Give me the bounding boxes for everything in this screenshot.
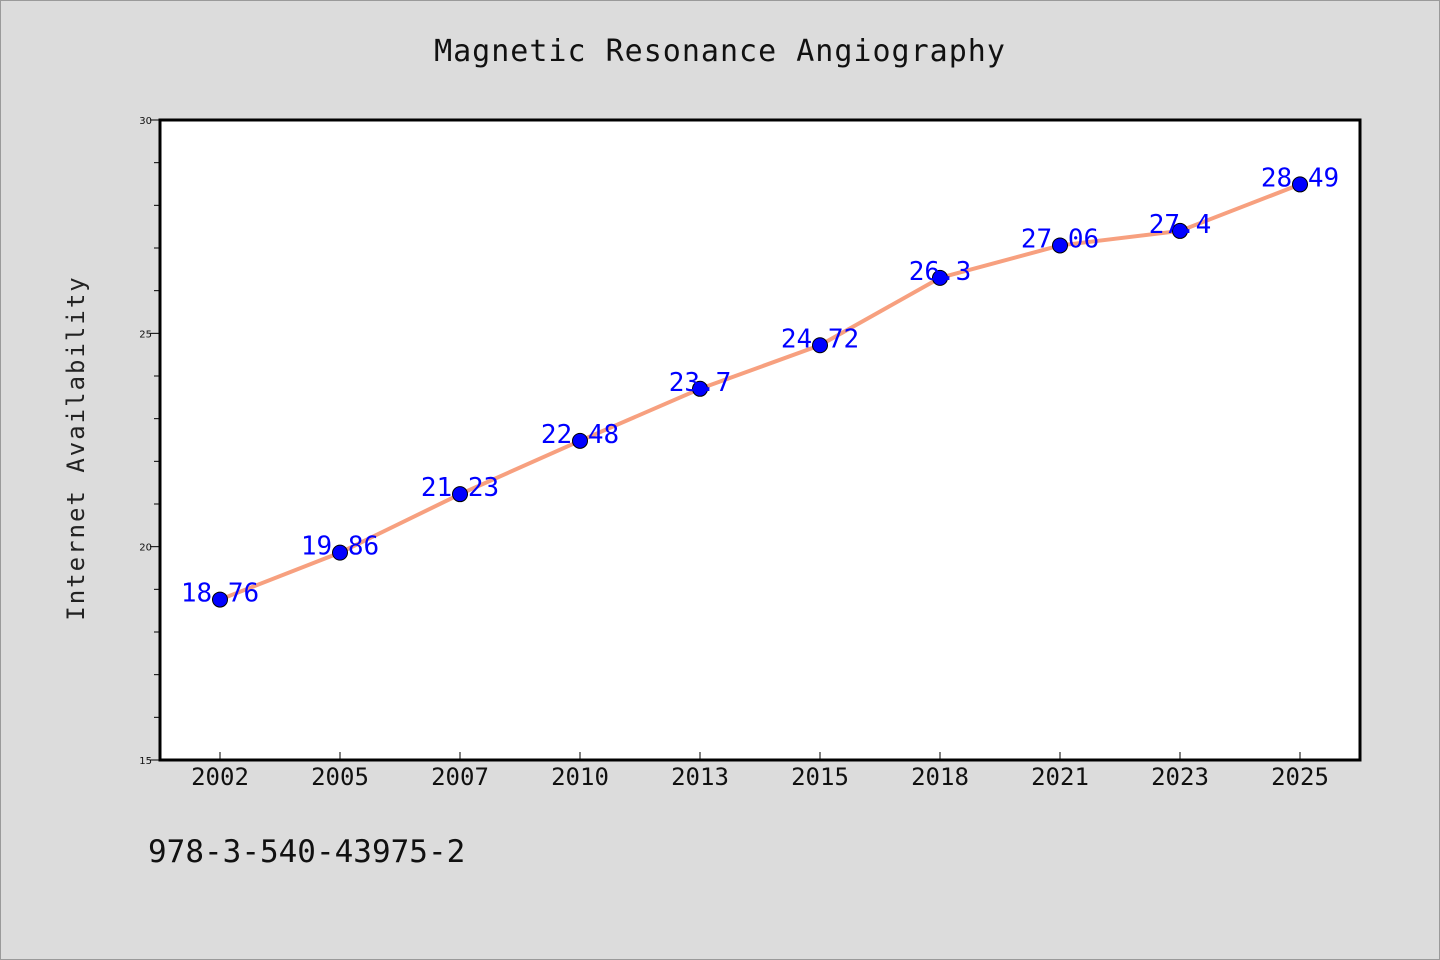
x-tick-label: 2025 xyxy=(1271,763,1329,791)
chart-title: Magnetic Resonance Angiography xyxy=(434,34,1006,69)
data-label: 19.86 xyxy=(301,532,379,562)
data-point xyxy=(332,544,348,561)
data-point xyxy=(812,337,828,354)
data-point xyxy=(1052,237,1068,254)
y-tick-label: 20 xyxy=(139,543,152,554)
footer-code: 978-3-540-43975-2 xyxy=(148,834,466,870)
data-label: 27.06 xyxy=(1021,224,1099,254)
x-tick-label: 2021 xyxy=(1031,763,1089,791)
data-label: 26.3 xyxy=(909,257,972,287)
data-point xyxy=(692,380,708,397)
data-point xyxy=(1292,176,1308,193)
x-tick-label: 2002 xyxy=(191,763,249,791)
data-label: 27.4 xyxy=(1149,210,1212,240)
data-point xyxy=(212,591,228,608)
x-tick-label: 2013 xyxy=(671,763,729,791)
y-tick-label: 30 xyxy=(139,116,152,127)
x-tick-label: 2010 xyxy=(551,763,609,791)
x-axis-ticks: 2002 2005 2007 2010 2013 2015 2018 2021 2023 2025 xyxy=(191,752,1329,791)
data-label: 28.49 xyxy=(1261,163,1339,193)
x-tick-label: 2007 xyxy=(431,763,489,791)
y-tick-label: 25 xyxy=(139,329,152,340)
data-point xyxy=(572,432,588,449)
y-tick-label: 15 xyxy=(139,756,152,767)
data-label: 18.76 xyxy=(181,579,259,609)
data-label: 24.72 xyxy=(781,324,859,354)
x-tick-label: 2005 xyxy=(311,763,369,791)
data-point xyxy=(1172,222,1188,239)
data-label: 21.23 xyxy=(421,473,499,503)
series-line xyxy=(219,182,1301,602)
data-point xyxy=(932,269,948,286)
plot-area xyxy=(158,118,1362,762)
x-tick-label: 2018 xyxy=(911,763,969,791)
data-point xyxy=(452,486,468,503)
x-tick-label: 2023 xyxy=(1151,763,1209,791)
series-layer: 18.76 19.86 21.23 22.48 23.7 24.72 26.3 27.06 27… xyxy=(181,163,1339,608)
data-label: 22.48 xyxy=(541,420,619,450)
data-label: 23.7 xyxy=(669,368,732,398)
y-axis-ticks: 15 20 25 30 xyxy=(139,116,160,767)
x-tick-label: 2015 xyxy=(791,763,849,791)
